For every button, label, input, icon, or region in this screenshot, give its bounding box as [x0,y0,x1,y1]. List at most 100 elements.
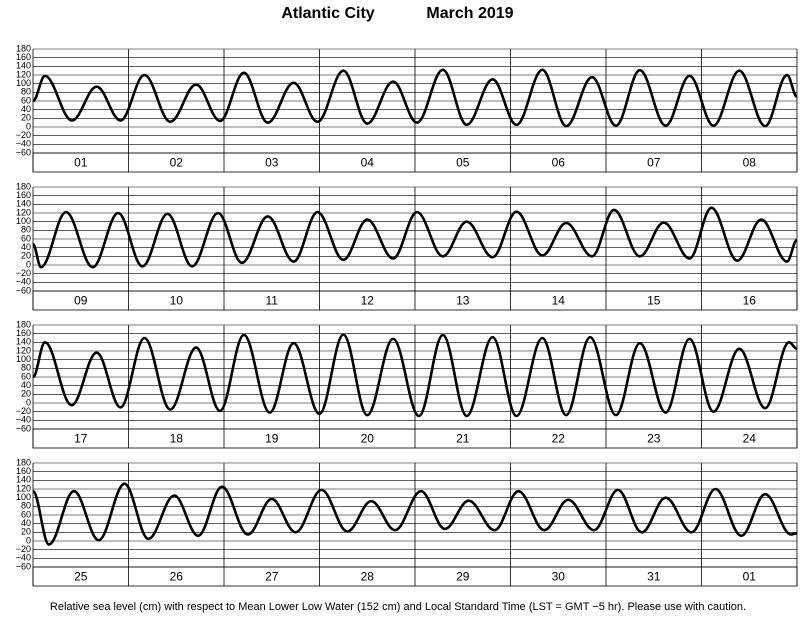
day-label: 12 [361,294,375,308]
day-label: 07 [647,156,661,170]
day-label: 30 [552,570,566,584]
day-label: 26 [170,570,184,584]
day-label: 17 [74,432,88,446]
y-tick-label: 160 [16,466,31,476]
y-tick-label: 40 [21,380,31,390]
day-label: 16 [743,294,757,308]
day-label: 25 [74,570,88,584]
label-row [32,428,798,449]
y-tick-label: 40 [21,518,31,528]
tide-curve [33,482,797,546]
y-tick-label: −40 [16,139,31,149]
day-label: 23 [647,432,661,446]
footnote: Relative sea level (cm) with respect to … [50,601,746,613]
day-label: 15 [647,294,661,308]
tide-curve [33,206,797,269]
y-tick-label: −20 [16,544,31,554]
label-row [32,152,798,173]
day-label: 03 [265,156,279,170]
y-tick-label: −20 [16,130,31,140]
day-label: 28 [361,570,375,584]
y-tick-label: 20 [21,389,31,399]
day-label: 31 [647,570,661,584]
y-tick-label: 120 [16,207,31,217]
y-tick-label: 140 [16,61,31,71]
y-tick-label: −60 [16,147,31,157]
y-tick-label: 60 [21,95,31,105]
day-label: 09 [74,294,88,308]
day-label: 27 [265,570,279,584]
day-label: 04 [361,156,375,170]
day-label: 18 [170,432,184,446]
y-tick-label: 120 [16,69,31,79]
tide-curve [33,68,797,128]
y-tick-label: 140 [16,199,31,209]
y-tick-label: 160 [16,52,31,62]
day-label: 24 [743,432,757,446]
y-tick-label: 60 [21,233,31,243]
day-label: 06 [552,156,566,170]
y-tick-label: 100 [16,492,31,502]
y-tick-label: 180 [16,181,31,191]
y-tick-label: 20 [21,113,31,123]
y-tick-label: 60 [21,509,31,519]
y-tick-label: 100 [16,216,31,226]
day-label: 19 [265,432,279,446]
y-tick-label: 40 [21,242,31,252]
day-label: 02 [170,156,184,170]
day-label: 20 [361,432,375,446]
day-label: 01 [743,570,757,584]
day-label: 01 [74,156,88,170]
y-tick-label: −40 [16,553,31,563]
y-tick-label: −20 [16,406,31,416]
y-tick-label: 60 [21,371,31,381]
day-label: 05 [456,156,470,170]
day-label: 08 [743,156,757,170]
y-tick-label: 40 [21,104,31,114]
y-tick-label: −60 [16,561,31,571]
y-tick-label: 180 [16,319,31,329]
y-tick-label: 120 [16,483,31,493]
day-label: 22 [552,432,566,446]
day-label: 21 [456,432,470,446]
day-label: 11 [266,294,279,308]
y-tick-label: 0 [26,259,31,269]
y-tick-label: 80 [21,225,31,235]
y-tick-label: 100 [16,78,31,88]
label-row [32,566,798,587]
y-tick-label: 180 [16,457,31,467]
chart-subtitle: March 2019 [426,5,513,22]
y-tick-label: −40 [16,415,31,425]
y-tick-label: 140 [16,337,31,347]
y-tick-label: −20 [16,268,31,278]
y-tick-label: 160 [16,190,31,200]
day-label: 29 [456,570,470,584]
y-tick-label: 100 [16,354,31,364]
label-row [32,290,798,311]
y-tick-label: 20 [21,251,31,261]
y-tick-label: −40 [16,277,31,287]
y-tick-label: 0 [26,397,31,407]
y-tick-label: 0 [26,535,31,545]
y-tick-label: −60 [16,285,31,295]
day-label: 10 [170,294,184,308]
y-tick-label: 80 [21,363,31,373]
day-label: 14 [552,294,566,308]
y-tick-label: 180 [16,43,31,53]
y-tick-label: −60 [16,423,31,433]
y-tick-label: 80 [21,501,31,511]
chart-title: Atlantic City [281,5,374,22]
y-tick-label: 140 [16,475,31,485]
y-tick-label: 160 [16,328,31,338]
y-tick-label: 0 [26,121,31,131]
y-tick-label: 80 [21,87,31,97]
y-tick-label: 20 [21,527,31,537]
y-tick-label: 120 [16,345,31,355]
tide-curve [33,333,797,418]
day-label: 13 [456,294,470,308]
